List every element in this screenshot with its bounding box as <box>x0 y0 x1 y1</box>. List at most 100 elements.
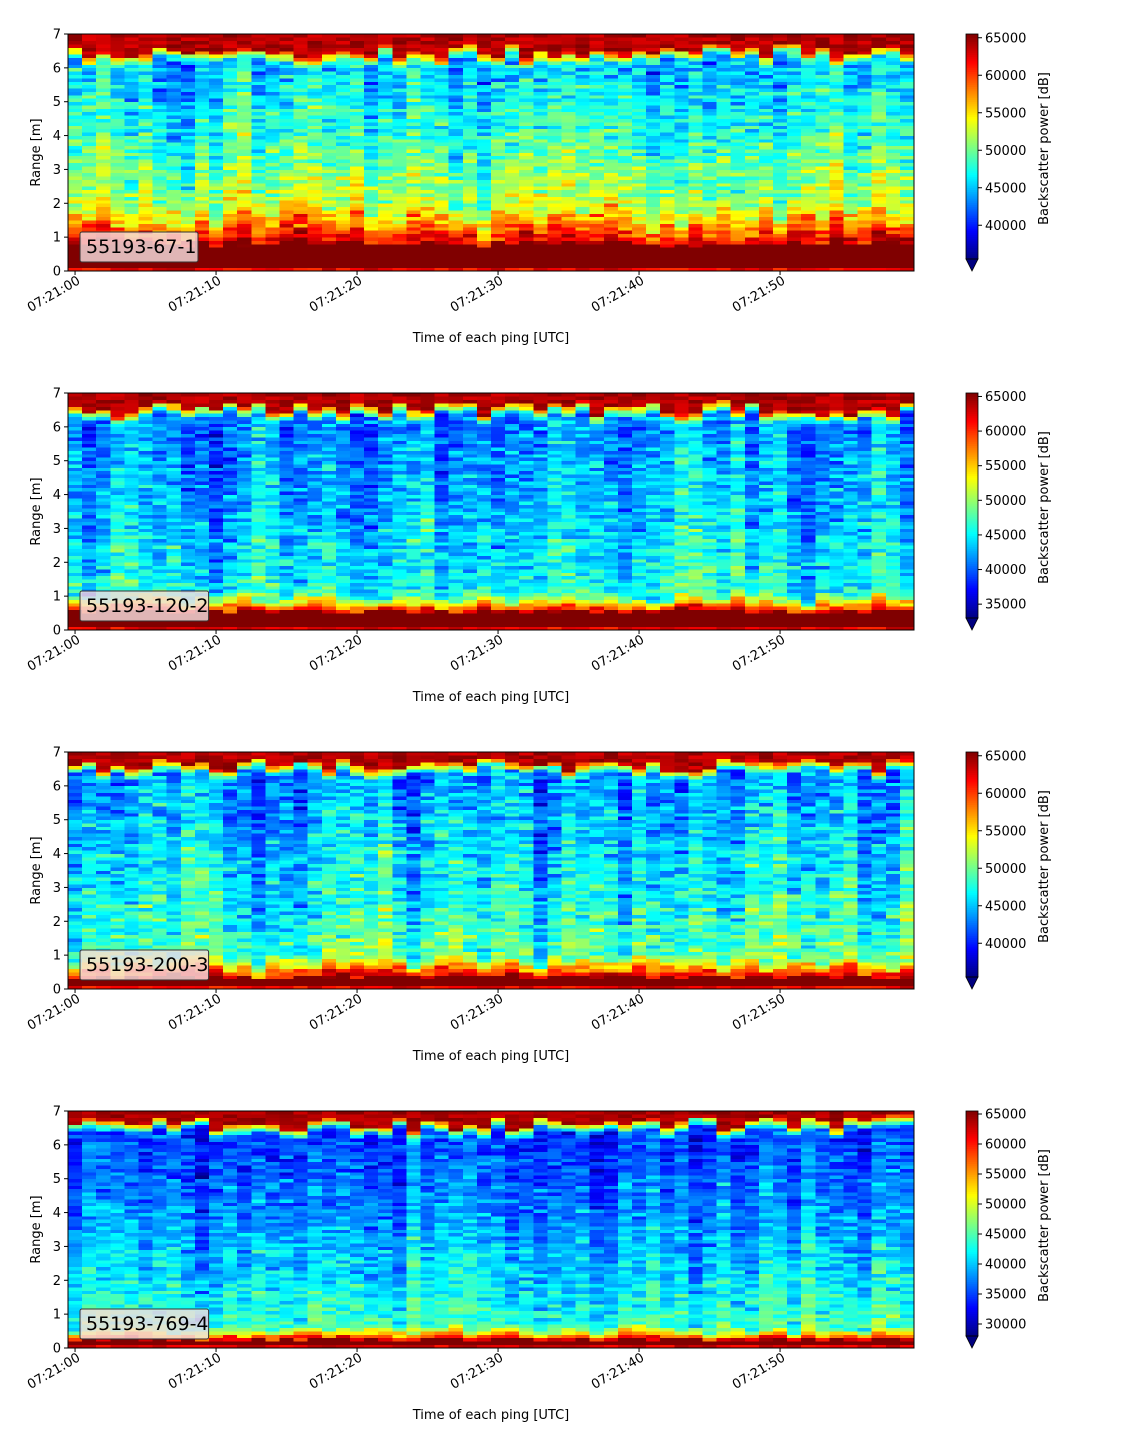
echogram-cell <box>688 237 702 241</box>
echogram-cell <box>265 54 279 58</box>
echogram-cell <box>364 146 378 150</box>
echogram-cell <box>886 203 900 207</box>
echogram-cell <box>82 163 96 167</box>
echogram-cell <box>82 420 96 424</box>
echogram-cell <box>139 532 153 536</box>
echogram-cell <box>68 464 82 468</box>
echogram-cell <box>336 48 350 52</box>
echogram-cell <box>505 48 519 52</box>
echogram-cell <box>562 227 576 231</box>
echogram-cell <box>96 88 110 92</box>
echogram-cell <box>378 247 392 251</box>
echogram-cell <box>717 129 731 133</box>
echogram-cell <box>576 213 590 217</box>
echogram-cell <box>139 488 153 492</box>
echogram-cell <box>674 159 688 163</box>
echogram-cell <box>646 112 660 116</box>
echogram-cell <box>378 173 392 177</box>
echogram-cell <box>632 98 646 102</box>
echogram-cell <box>181 75 195 79</box>
echogram-cell <box>350 48 364 52</box>
echogram-cell <box>745 166 759 170</box>
echogram-cell <box>703 241 717 245</box>
echogram-cell <box>844 132 858 136</box>
echogram-cell <box>167 488 181 492</box>
echogram-cell <box>547 153 561 157</box>
echogram-cell <box>646 230 660 234</box>
echogram-cell <box>491 81 505 85</box>
echogram-cell <box>773 257 787 261</box>
echogram-cell <box>167 173 181 177</box>
x-tick-label: 07:21:50 <box>730 273 788 315</box>
echogram-cell <box>96 217 110 221</box>
echogram-cell <box>209 241 223 245</box>
echogram-cell <box>618 220 632 224</box>
echogram-cell <box>576 132 590 136</box>
echogram-cell <box>815 207 829 211</box>
echogram-cell <box>139 122 153 126</box>
echogram-cell <box>590 71 604 75</box>
echogram-cell <box>872 34 886 38</box>
echogram-cell <box>674 247 688 251</box>
echogram-cell <box>68 95 82 99</box>
echogram-cell <box>703 78 717 82</box>
echogram-cell <box>223 176 237 180</box>
echogram-cell <box>82 136 96 140</box>
echogram-cell <box>392 108 406 112</box>
echogram-cell <box>421 264 435 268</box>
echogram-cell <box>308 78 322 82</box>
echogram-cell <box>153 136 167 140</box>
echogram-cell <box>576 227 590 231</box>
echogram-cell <box>872 136 886 140</box>
echogram-cell <box>406 186 420 190</box>
echogram-cell <box>688 34 702 38</box>
echogram-cell <box>378 68 392 72</box>
echogram-cell <box>110 207 124 211</box>
echogram-cell <box>68 37 82 41</box>
echogram-cell <box>646 81 660 85</box>
echogram-cell <box>167 454 181 458</box>
echogram-cell <box>237 241 251 245</box>
echogram-cell <box>153 454 167 458</box>
echogram-cell <box>632 224 646 228</box>
echogram-cell <box>435 186 449 190</box>
echogram-cell <box>491 224 505 228</box>
echogram-cell <box>294 98 308 102</box>
echogram-cell <box>139 569 153 573</box>
echogram-cell <box>223 190 237 194</box>
echogram-cell <box>463 51 477 55</box>
echogram-cell <box>477 230 491 234</box>
echogram-cell <box>336 234 350 238</box>
echogram-cell <box>688 122 702 126</box>
echogram-cell <box>139 75 153 79</box>
echogram-cell <box>167 566 181 570</box>
echogram-cell <box>421 237 435 241</box>
echogram-cell <box>801 71 815 75</box>
echogram-cell <box>251 54 265 58</box>
echogram-cell <box>759 251 773 255</box>
echogram-cell <box>223 257 237 261</box>
echogram-cell <box>562 119 576 123</box>
echogram-cell <box>547 251 561 255</box>
echogram-cell <box>519 48 533 52</box>
echogram-cell <box>900 227 914 231</box>
echogram-cell <box>209 183 223 187</box>
echogram-cell <box>787 234 801 238</box>
echogram-cell <box>463 142 477 146</box>
echogram-cell <box>844 81 858 85</box>
echogram-cell <box>519 224 533 228</box>
echogram-cell <box>96 98 110 102</box>
echogram-cell <box>717 92 731 96</box>
echogram-cell <box>717 156 731 160</box>
echogram-cell <box>251 197 265 201</box>
echogram-cell <box>717 180 731 184</box>
echogram-cell <box>280 261 294 265</box>
echogram-cell <box>632 257 646 261</box>
echogram-cell <box>96 434 110 438</box>
echogram-cell <box>378 251 392 255</box>
echogram-cell <box>787 254 801 258</box>
echogram-cell <box>449 153 463 157</box>
echogram-cell <box>660 95 674 99</box>
echogram-cell <box>167 461 181 465</box>
echogram-cell <box>787 197 801 201</box>
